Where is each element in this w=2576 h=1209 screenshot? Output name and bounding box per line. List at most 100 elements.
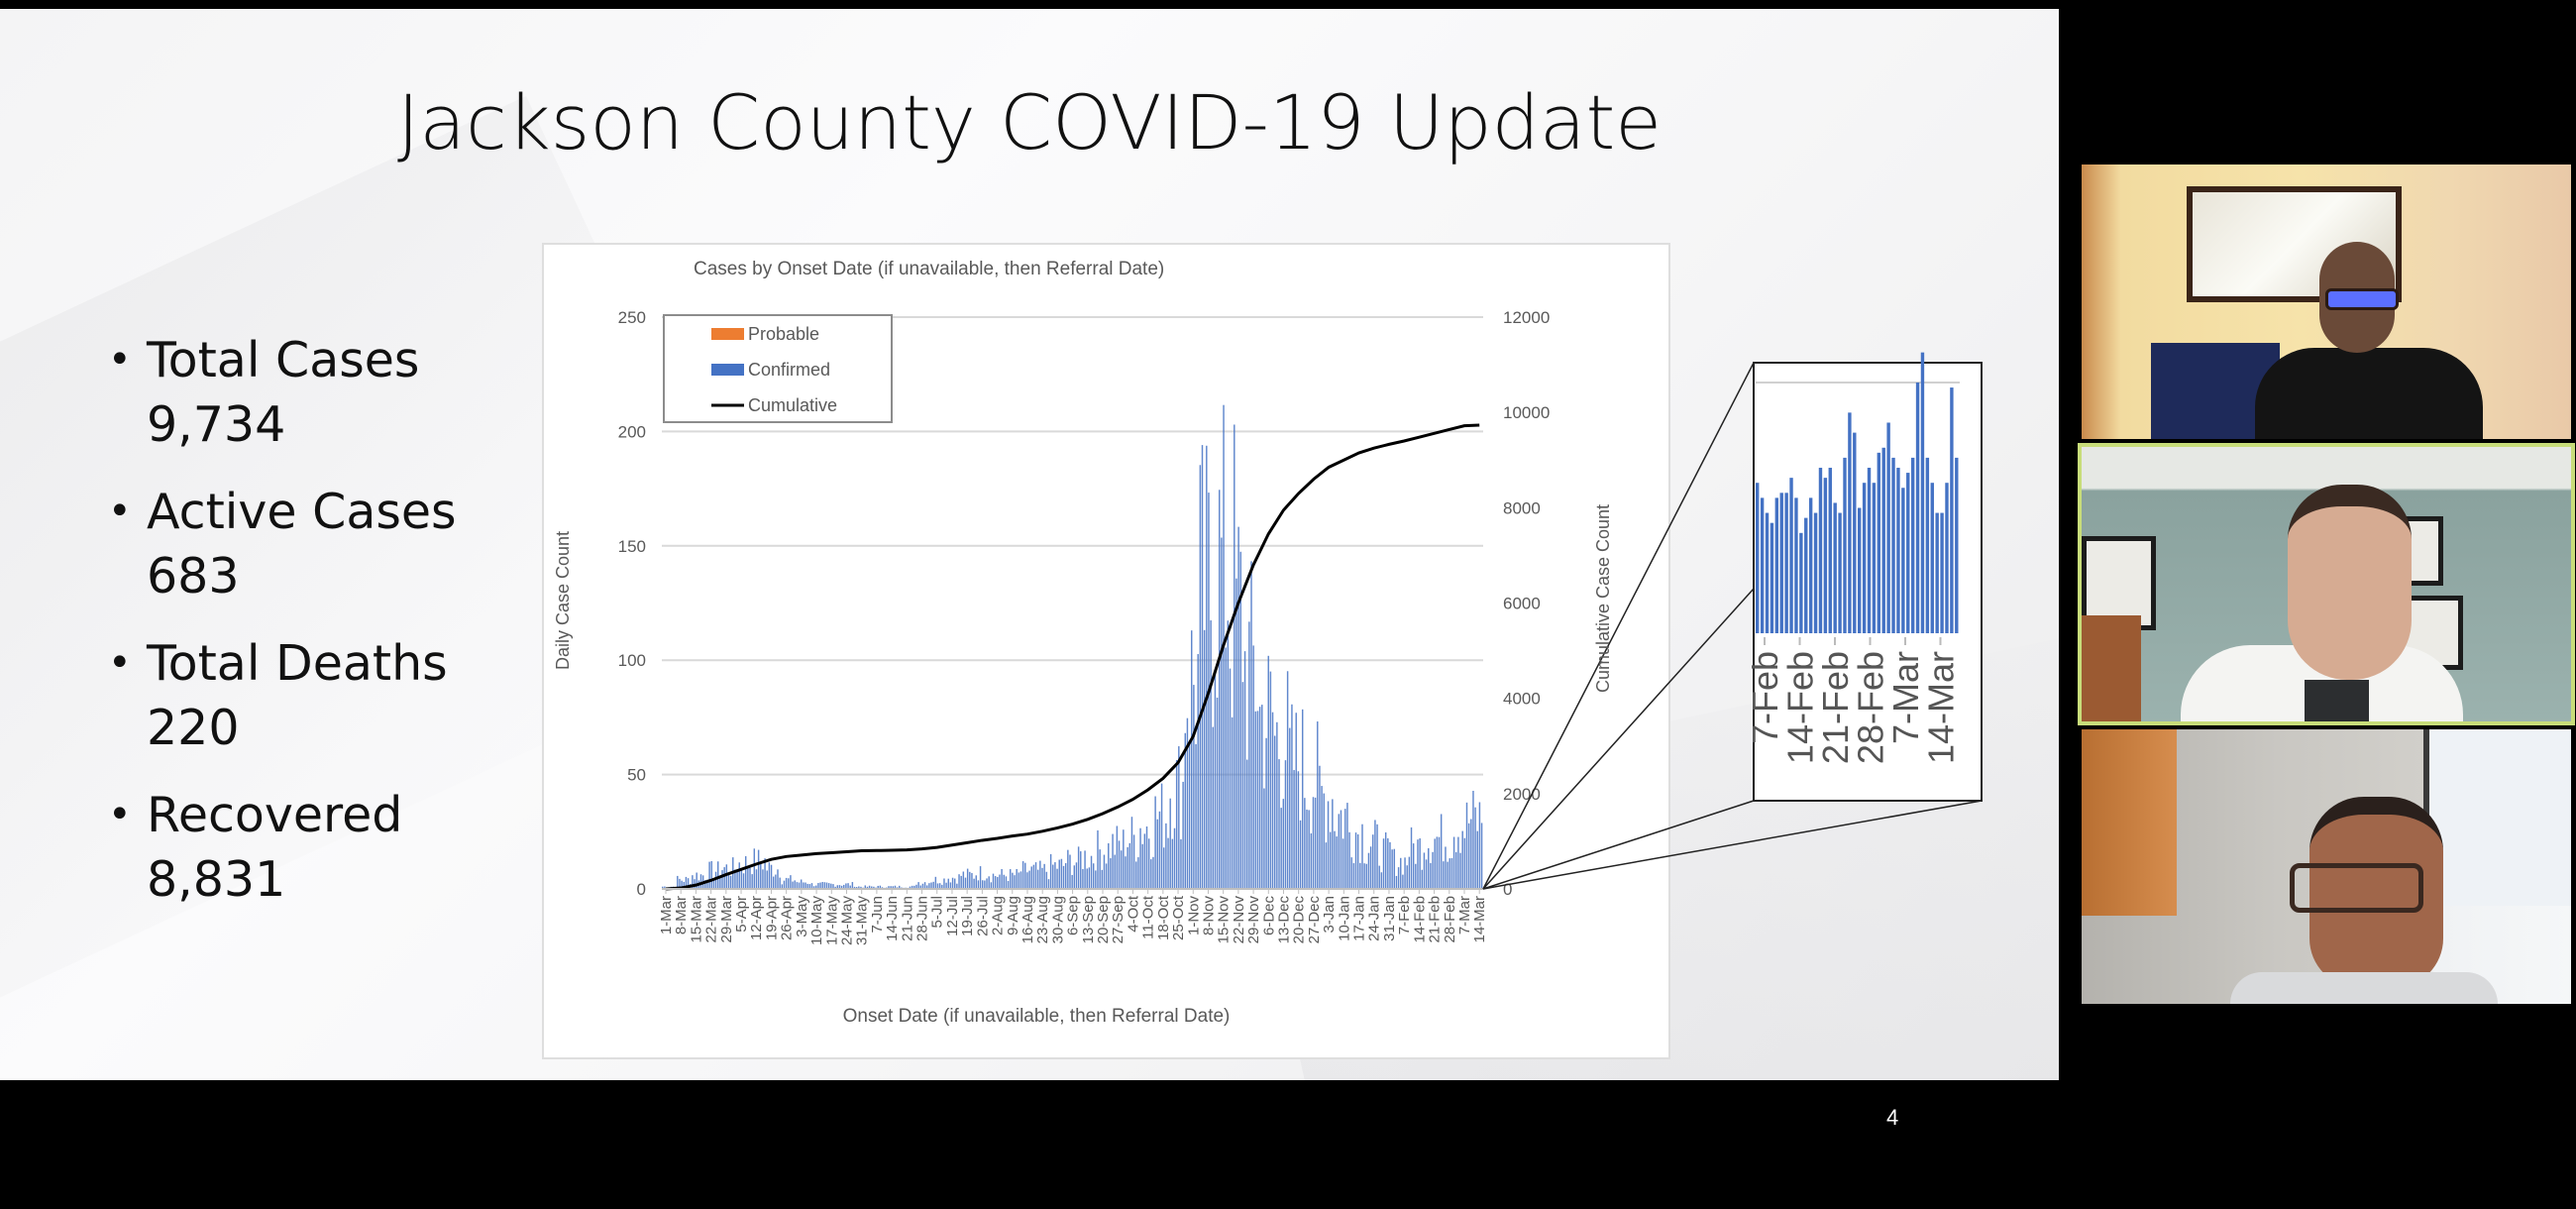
- x-tick-label: 14-Feb: [1411, 896, 1428, 943]
- y-tick-label: 50: [627, 766, 646, 785]
- chart-legend: Probable Confirmed Cumulative: [663, 314, 893, 423]
- slide-title: Jackson County COVID-19 Update: [396, 78, 1663, 166]
- glasses: [2325, 288, 2399, 310]
- x-tick-label: 3-May: [794, 896, 810, 937]
- inset-tick-label: 14-Mar: [1921, 651, 1962, 764]
- legend-entry: Confirmed: [748, 360, 830, 380]
- participant-video-3[interactable]: [2082, 729, 2571, 1004]
- x-tick-label: 21-Jun: [899, 896, 915, 941]
- x-tick-label: 11-Oct: [1140, 895, 1157, 939]
- window: [2423, 729, 2571, 906]
- y2-tick-label: 6000: [1503, 595, 1541, 613]
- x-tick-label: 13-Sep: [1080, 896, 1097, 943]
- x-tick-label: 17-May: [823, 896, 840, 946]
- person-shirt: [2230, 972, 2498, 1004]
- cabinet: [2082, 729, 2177, 916]
- presentation-slide: Jackson County COVID-19 Update • Total C…: [0, 9, 2059, 1080]
- bullet-icon: •: [108, 640, 132, 686]
- x-tick-label: 21-Feb: [1427, 896, 1444, 943]
- stat-active-cases: • Active Cases 683: [104, 480, 457, 608]
- y2-tick-label: 8000: [1503, 498, 1541, 517]
- x-tick-label: 25-Oct: [1170, 895, 1187, 940]
- x-tick-label: 10-May: [808, 896, 825, 946]
- x-tick-label: 30-Aug: [1049, 896, 1066, 943]
- x-tick-label: 23-Aug: [1034, 896, 1051, 943]
- stats-list: • Total Cases 9,734 • Active Cases 683 •…: [104, 328, 457, 934]
- y-tick-label: 200: [618, 422, 646, 441]
- y2-tick-label: 4000: [1503, 690, 1541, 709]
- person-body: [2255, 348, 2483, 439]
- x-tick-label: 31-Jan: [1381, 896, 1398, 941]
- x-tick-label: 8-Nov: [1200, 896, 1217, 936]
- x-tick-label: 19-Apr: [763, 896, 780, 940]
- person-shirt: [2305, 680, 2369, 721]
- stat-label: Recovered: [147, 787, 403, 843]
- x-tick-label: 16-Aug: [1020, 896, 1036, 943]
- x-tick-label: 12-Apr: [748, 896, 765, 940]
- y2-axis-title: Cumulative Case Count: [1593, 504, 1613, 693]
- x-tick-label: 27-Dec: [1306, 896, 1323, 944]
- x-tick-label: 7-Feb: [1396, 896, 1413, 934]
- x-axis-title: Onset Date (if unavailable, then Referra…: [843, 1006, 1231, 1027]
- slide-page-number: 4: [1886, 1105, 1899, 1130]
- x-tick-label: 24-May: [838, 896, 855, 946]
- x-tick-label: 28-Jun: [914, 896, 931, 941]
- glasses: [2290, 863, 2423, 913]
- x-tick-label: 18-Oct: [1155, 895, 1172, 940]
- stat-label: Total Cases: [147, 332, 420, 388]
- y2-tick-label: 10000: [1503, 403, 1550, 422]
- x-tick-label: 14-Mar: [1471, 896, 1488, 943]
- bullet-icon: •: [108, 337, 132, 383]
- stat-total-deaths: • Total Deaths 220: [104, 631, 457, 760]
- x-tick-label: 5-Jul: [929, 896, 946, 929]
- x-tick-label: 10-Jan: [1336, 896, 1352, 941]
- daily-case-bars: [662, 404, 1483, 889]
- x-tick-label: 6-Sep: [1065, 896, 1082, 935]
- stat-value: 9,734: [147, 396, 286, 453]
- bullet-icon: •: [108, 489, 132, 534]
- x-tick-label: 3-Jan: [1321, 896, 1338, 934]
- legend-entry: Cumulative: [748, 395, 837, 415]
- x-tick-label: 15-Nov: [1216, 896, 1233, 944]
- inset-tick-label: 21-Feb: [1815, 651, 1856, 764]
- x-tick-label: 9-Aug: [1005, 896, 1021, 935]
- x-tick-label: 29-Nov: [1245, 896, 1262, 944]
- stat-value: 683: [147, 548, 240, 604]
- x-tick-label: 6-Dec: [1260, 896, 1277, 936]
- x-tick-label: 4-Oct: [1125, 895, 1141, 933]
- x-tick-label: 1-Mar: [658, 896, 675, 934]
- x-tick-label: 1-Nov: [1185, 896, 1202, 936]
- chart-title: Cases by Onset Date (if unavailable, the…: [694, 259, 1164, 279]
- x-tick-label: 26-Apr: [779, 896, 796, 940]
- y-tick-label: 250: [618, 308, 646, 327]
- x-tick-label: 19-Jul: [959, 896, 976, 936]
- x-tick-label: 22-Mar: [703, 896, 720, 943]
- stat-value: 8,831: [147, 851, 286, 908]
- x-tick-label: 2-Aug: [990, 896, 1007, 935]
- person-head: [2288, 485, 2412, 680]
- bullet-icon: •: [108, 792, 132, 837]
- y-tick-label: 100: [618, 651, 646, 670]
- y2-tick-label: 0: [1503, 880, 1512, 899]
- y-tick-label: 0: [637, 880, 646, 899]
- x-tick-label: 31-May: [854, 896, 871, 946]
- x-tick-label: 7-Mar: [1456, 896, 1473, 934]
- stat-label: Total Deaths: [147, 635, 448, 692]
- participant-video-2-active-speaker[interactable]: [2078, 443, 2575, 725]
- x-tick-label: 22-Nov: [1231, 896, 1247, 944]
- bookshelf: [2082, 615, 2141, 721]
- cumulative-line: [665, 423, 1480, 891]
- x-tick-label: 26-Jul: [974, 896, 991, 936]
- y2-tick-label: 2000: [1503, 785, 1541, 804]
- x-tick-label: 27-Sep: [1110, 896, 1127, 943]
- x-tick-label: 5-Apr: [733, 896, 750, 933]
- x-tick-label: 20-Sep: [1095, 896, 1112, 943]
- inset-tick-label: 7-Feb: [1745, 651, 1785, 744]
- participant-video-1[interactable]: [2082, 165, 2571, 439]
- y2-tick-label: 12000: [1503, 308, 1550, 327]
- inset-tick-label: 14-Feb: [1780, 651, 1821, 764]
- x-tick-label: 13-Dec: [1276, 896, 1293, 944]
- y-axis-title: Daily Case Count: [553, 531, 573, 670]
- x-tick-label: 7-Jun: [869, 896, 886, 934]
